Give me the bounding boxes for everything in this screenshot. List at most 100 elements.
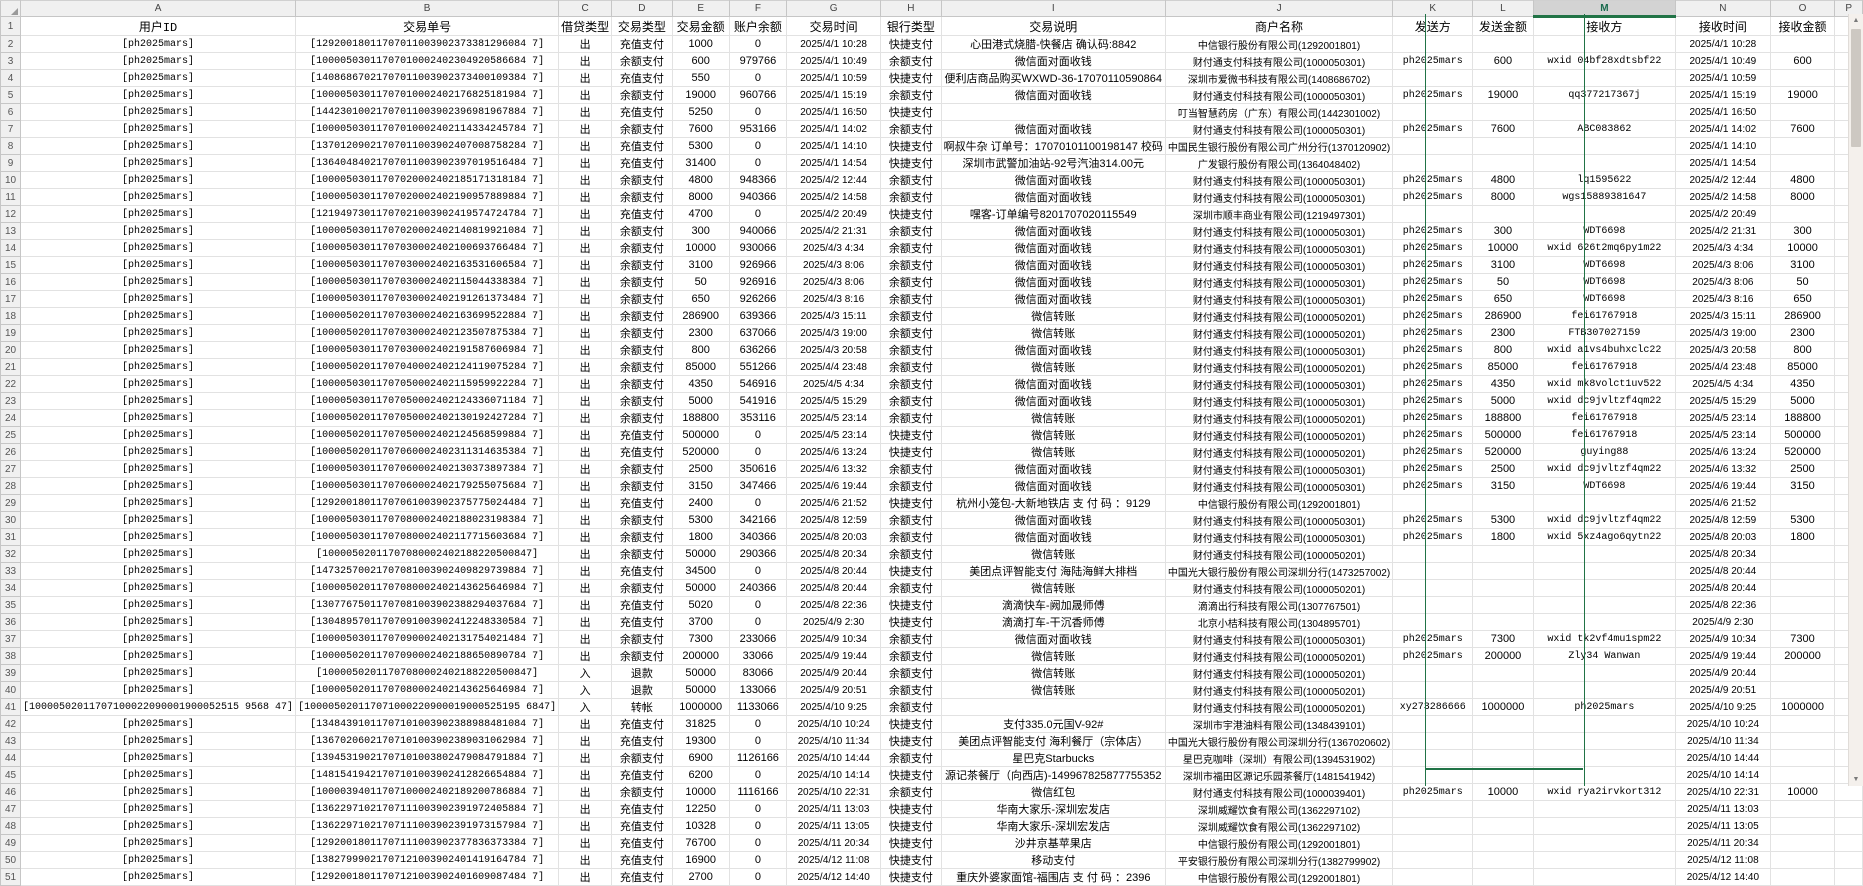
cell-i26[interactable]: 微信转账: [940, 443, 1166, 461]
cell-l11[interactable]: 8000: [1472, 188, 1534, 206]
cell-a6[interactable]: [ph2025mars]: [20, 103, 297, 121]
table-row[interactable]: 7 [ph2025mars] [10000503011707010002402114…: [0, 120, 1863, 138]
cell-e31[interactable]: 1800: [671, 528, 730, 546]
row-number[interactable]: 45: [0, 766, 22, 784]
cell-g33[interactable]: 2025/4/8 20:44: [786, 562, 882, 580]
table-row[interactable]: 16 [ph2025mars] [1000050301170703000240211…: [0, 273, 1863, 291]
cell-j7[interactable]: 财付通支付科技有限公司(1000050301): [1164, 120, 1394, 138]
cell-g32[interactable]: 2025/4/8 20:34: [786, 545, 882, 563]
cell-o13[interactable]: 300: [1769, 222, 1836, 240]
cell-f15[interactable]: 926966: [728, 256, 788, 274]
column-title-k[interactable]: 发送方: [1392, 16, 1474, 36]
cell-d46[interactable]: 余额支付: [611, 783, 673, 801]
table-row[interactable]: 38 [ph2025mars] [1000050201170709000240218…: [0, 647, 1863, 665]
cell-a51[interactable]: [ph2025mars]: [20, 868, 297, 886]
cell-h39[interactable]: 余额支付: [880, 664, 942, 682]
cell-j13[interactable]: 财付通支付科技有限公司(1000050301): [1164, 222, 1394, 240]
cell-j39[interactable]: 财付通支付科技有限公司(1000050201): [1164, 664, 1394, 682]
cell-i22[interactable]: 微信面对面收钱: [940, 375, 1166, 393]
table-row[interactable]: 10 [ph2025mars] [1000050301170702000240218…: [0, 171, 1863, 189]
cell-m26[interactable]: guying88: [1532, 443, 1677, 461]
cell-b51[interactable]: [12920018011707121003902401609087484 7]: [295, 868, 560, 886]
table-row[interactable]: 41 [10000502011707100022090001900052515 9…: [0, 698, 1863, 716]
cell-b28[interactable]: [10000503011707060002402179255075684 7]: [295, 477, 560, 495]
cell-n14[interactable]: 2025/4/3 4:34: [1675, 239, 1771, 257]
cell-c31[interactable]: 出: [558, 528, 613, 546]
cell-e46[interactable]: 10000: [671, 783, 730, 801]
cell-a21[interactable]: [ph2025mars]: [20, 358, 297, 376]
cell-l24[interactable]: 188800: [1472, 409, 1534, 427]
cell-o28[interactable]: 3150: [1769, 477, 1836, 495]
cell-l28[interactable]: 3150: [1472, 477, 1534, 495]
cell-n12[interactable]: 2025/4/2 20:49: [1675, 205, 1771, 223]
cell-i45[interactable]: 源记茶餐厅（向西店)-149967825877755352: [940, 766, 1166, 784]
row-number[interactable]: 48: [0, 817, 22, 835]
row-number[interactable]: 29: [0, 494, 22, 512]
cell-i46[interactable]: 微信红包: [940, 783, 1166, 801]
cell-j5[interactable]: 财付通支付科技有限公司(1000050301): [1164, 86, 1394, 104]
cell-o50[interactable]: [1769, 851, 1836, 869]
cell-h23[interactable]: 余额支付: [880, 392, 942, 410]
table-row[interactable]: 51 [ph2025mars] [1292001801170712100390240…: [0, 868, 1863, 886]
cell-j40[interactable]: 财付通支付科技有限公司(1000050201): [1164, 681, 1394, 699]
cell-o34[interactable]: [1769, 579, 1836, 597]
cell-m18[interactable]: fei61767918: [1532, 307, 1677, 325]
cell-m31[interactable]: wxid 5xz4ago6qytn22: [1532, 528, 1677, 546]
cell-l3[interactable]: 600: [1472, 52, 1534, 70]
cell-c3[interactable]: 出: [558, 52, 613, 70]
cell-i49[interactable]: 沙井京基苹果店: [940, 834, 1166, 852]
cell-n39[interactable]: 2025/4/9 20:44: [1675, 664, 1771, 682]
cell-b8[interactable]: [13701209021707011003902407008758284 7]: [295, 137, 560, 155]
cell-c27[interactable]: 出: [558, 460, 613, 478]
cell-o7[interactable]: 7600: [1769, 120, 1836, 138]
row-number[interactable]: 18: [0, 307, 22, 325]
cell-l45[interactable]: [1472, 766, 1534, 784]
cell-d12[interactable]: 充值支付: [611, 205, 673, 223]
cell-h42[interactable]: 快捷支付: [880, 715, 942, 733]
cell-l2[interactable]: [1472, 35, 1534, 53]
cell-d37[interactable]: 余额支付: [611, 630, 673, 648]
cell-b15[interactable]: [10000503011707030002402163531606584 7]: [295, 256, 560, 274]
cell-h12[interactable]: 快捷支付: [880, 205, 942, 223]
cell-e23[interactable]: 5000: [671, 392, 730, 410]
cell-e27[interactable]: 2500: [671, 460, 730, 478]
cell-c5[interactable]: 出: [558, 86, 613, 104]
row-number[interactable]: 8: [0, 137, 22, 155]
cell-c26[interactable]: 出: [558, 443, 613, 461]
cell-h2[interactable]: 快捷支付: [880, 35, 942, 53]
cell-k23[interactable]: ph2025mars: [1392, 392, 1474, 410]
cell-o12[interactable]: [1769, 205, 1836, 223]
cell-e19[interactable]: 2300: [671, 324, 730, 342]
cell-n50[interactable]: 2025/4/12 11:08: [1675, 851, 1771, 869]
column-header-g[interactable]: G: [786, 0, 882, 17]
cell-h43[interactable]: 快捷支付: [880, 732, 942, 750]
cell-j15[interactable]: 财付通支付科技有限公司(1000050301): [1164, 256, 1394, 274]
cell-f46[interactable]: 1116166: [728, 783, 788, 801]
cell-e13[interactable]: 300: [671, 222, 730, 240]
cell-f29[interactable]: 0: [728, 494, 788, 512]
cell-h15[interactable]: 余额支付: [880, 256, 942, 274]
cell-d39[interactable]: 退款: [611, 664, 673, 682]
cell-o27[interactable]: 2500: [1769, 460, 1836, 478]
cell-c16[interactable]: 出: [558, 273, 613, 291]
column-title-d[interactable]: 交易类型: [611, 16, 673, 36]
cell-b25[interactable]: [10000502011707050002402124568599884 7]: [295, 426, 560, 444]
cell-e49[interactable]: 76700: [671, 834, 730, 852]
cell-e9[interactable]: 31400: [671, 154, 730, 172]
column-title-g[interactable]: 交易时间: [786, 16, 882, 36]
cell-j32[interactable]: 财付通支付科技有限公司(1000050201): [1164, 545, 1394, 563]
cell-h20[interactable]: 余额支付: [880, 341, 942, 359]
cell-k49[interactable]: [1392, 834, 1474, 852]
table-row[interactable]: 47 [ph2025mars] [1362297102170711100390239…: [0, 800, 1863, 818]
cell-d29[interactable]: 充值支付: [611, 494, 673, 512]
cell-e18[interactable]: 286900: [671, 307, 730, 325]
cell-k36[interactable]: [1392, 613, 1474, 631]
cell-g30[interactable]: 2025/4/8 12:59: [786, 511, 882, 529]
table-row[interactable]: 3 [ph2025mars] [10000503011707010002402304…: [0, 52, 1863, 70]
cell-e5[interactable]: 19000: [671, 86, 730, 104]
row-number[interactable]: 47: [0, 800, 22, 818]
cell-a11[interactable]: [ph2025mars]: [20, 188, 297, 206]
table-row[interactable]: 22 [ph2025mars] [1000050301170705000240211…: [0, 375, 1863, 393]
cell-n45[interactable]: 2025/4/10 14:14: [1675, 766, 1771, 784]
cell-e35[interactable]: 5020: [671, 596, 730, 614]
